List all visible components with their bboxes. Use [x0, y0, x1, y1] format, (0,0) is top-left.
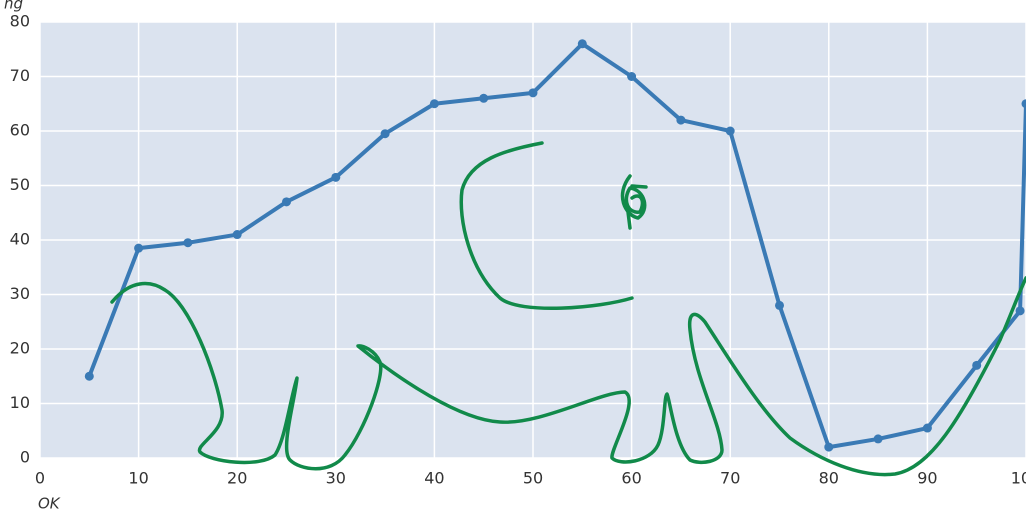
annotation: ng — [4, 0, 23, 13]
annotation: OK — [38, 495, 61, 512]
y-tick-label: 40 — [10, 230, 30, 249]
point — [627, 72, 637, 81]
point — [479, 93, 489, 103]
x-tick-label: 70 — [720, 469, 740, 488]
x-tick-label: 50 — [523, 469, 543, 488]
drawing — [110, 141, 1026, 477]
point — [84, 371, 94, 381]
x-tick-label: 90 — [917, 469, 937, 488]
y-tick-label: 50 — [10, 175, 30, 194]
point — [775, 300, 784, 310]
x-tick-label: 100 — [1011, 469, 1026, 488]
point — [577, 39, 587, 49]
point — [183, 238, 193, 248]
y-tick-label: 10 — [10, 393, 30, 412]
y-tick-label: 20 — [10, 339, 30, 358]
y-tick-label: 80 — [10, 12, 30, 31]
point — [429, 99, 439, 109]
point — [873, 434, 883, 444]
series — [84, 39, 1026, 452]
point — [676, 115, 686, 125]
point — [134, 243, 144, 253]
point — [380, 129, 390, 139]
x-tick-label: 20 — [227, 469, 247, 488]
point — [824, 442, 834, 452]
point — [528, 88, 538, 98]
x-tick-label: 10 — [128, 469, 148, 488]
x-tick-label: 80 — [819, 469, 839, 488]
point — [282, 197, 291, 207]
y-tick-label: 70 — [10, 66, 30, 85]
y-tick-label: 60 — [10, 121, 30, 140]
body-stroke — [110, 276, 1026, 477]
x-tick-label: 60 — [621, 469, 641, 488]
head-stroke — [459, 141, 634, 311]
point — [972, 360, 982, 370]
eye-stroke — [620, 174, 648, 230]
y-tick-label: 30 — [10, 284, 30, 303]
point — [1021, 99, 1026, 109]
y-tick-label: 0 — [20, 448, 30, 467]
point — [1015, 306, 1025, 316]
x-tick-label: 30 — [326, 469, 346, 488]
x-tick-label: 0 — [35, 469, 45, 488]
x-tick-label: 40 — [424, 469, 444, 488]
point — [331, 172, 341, 182]
point — [922, 423, 932, 433]
point — [232, 230, 242, 240]
point — [725, 126, 735, 136]
